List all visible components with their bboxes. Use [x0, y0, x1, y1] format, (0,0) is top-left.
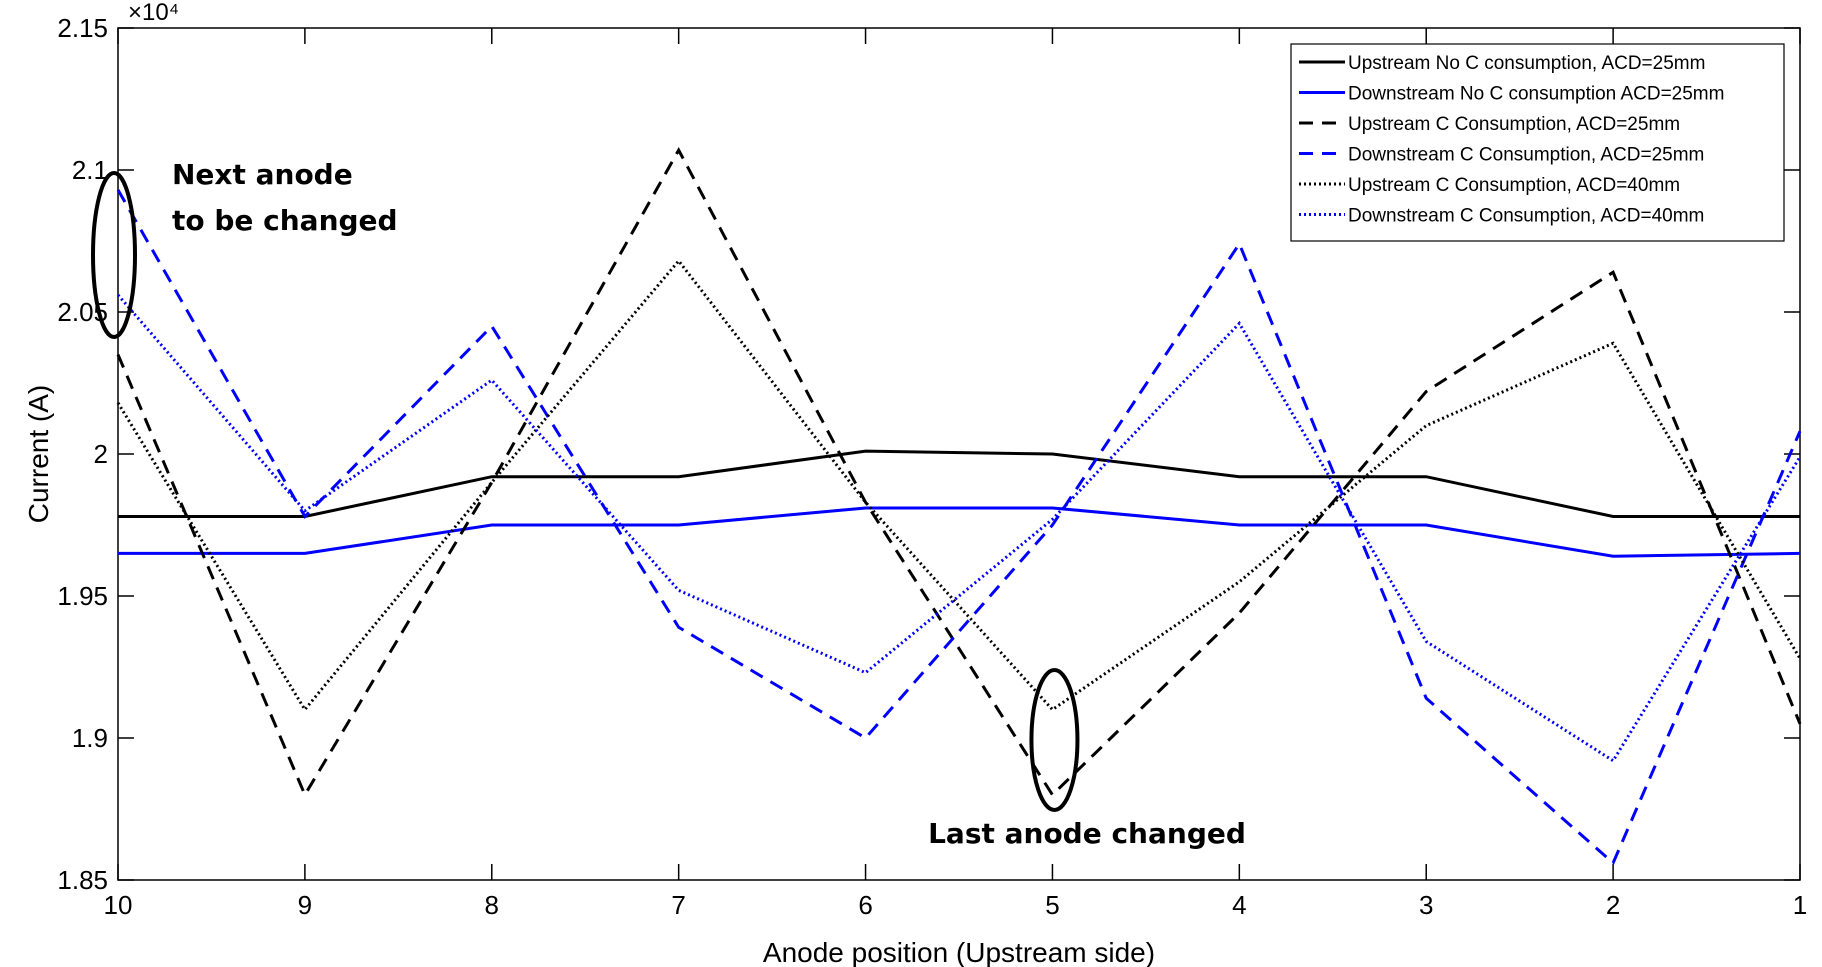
x-tick-label: 1: [1793, 890, 1807, 920]
legend-entry-label: Upstream C Consumption, ACD=40mm: [1348, 175, 1680, 196]
legend-entry-label: Downstream No C consumption ACD=25mm: [1348, 84, 1724, 105]
legend-box: [1290, 43, 1785, 242]
x-tick-label: 8: [485, 890, 499, 920]
legend-entry-label: Upstream C Consumption, ACD=25mm: [1348, 114, 1680, 135]
series-line: [116, 189, 1802, 866]
x-tick-label: 3: [1419, 890, 1433, 920]
annotation-label-next-anode: Next anode: [172, 158, 353, 191]
legend-entry-label: Upstream No C consumption, ACD=25mm: [1348, 53, 1705, 74]
x-tick-label: 7: [671, 890, 685, 920]
series-line: [118, 449, 1800, 518]
legend-entry-label: Downstream C Consumption, ACD=40mm: [1348, 206, 1704, 227]
legend: Upstream No C consumption, ACD=25mm Downs…: [1290, 43, 1785, 242]
x-tick-label: 4: [1232, 890, 1246, 920]
annotations: Next anode to be changed Last anode change…: [91, 158, 1246, 850]
series-line: [116, 146, 1802, 799]
annotation-ellipse-next-anode: [91, 171, 137, 339]
y-axis-multiplier: ×10⁴: [128, 0, 179, 26]
annotation-label-next-anode: to be changed: [172, 204, 398, 237]
y-tick-label: 2.1: [72, 155, 108, 185]
y-tick-label: 2.15: [57, 13, 108, 43]
series-lines: [116, 146, 1802, 866]
series-line: [116, 293, 1802, 763]
x-tick-label: 10: [104, 890, 133, 920]
series-line: [118, 506, 1801, 558]
y-tick-label: 2: [94, 439, 108, 469]
legend-entry-label: Downstream C Consumption, ACD=25mm: [1348, 145, 1704, 166]
series-line: [116, 258, 1802, 713]
y-tick-label: 1.95: [57, 581, 108, 611]
y-tick-label: 1.85: [57, 865, 108, 895]
y-axis-label: Current (A): [23, 385, 54, 523]
x-tick-label: 9: [298, 890, 312, 920]
y-tick-label: 1.9: [72, 723, 108, 753]
x-tick-label: 5: [1045, 890, 1059, 920]
x-axis-label: Anode position (Upstream side): [763, 937, 1155, 967]
annotation-ellipse-last-anode: [1029, 668, 1080, 812]
annotation-label-last-anode: Last anode changed: [928, 817, 1246, 850]
x-tick-label: 6: [858, 890, 872, 920]
x-tick-label: 2: [1606, 890, 1620, 920]
